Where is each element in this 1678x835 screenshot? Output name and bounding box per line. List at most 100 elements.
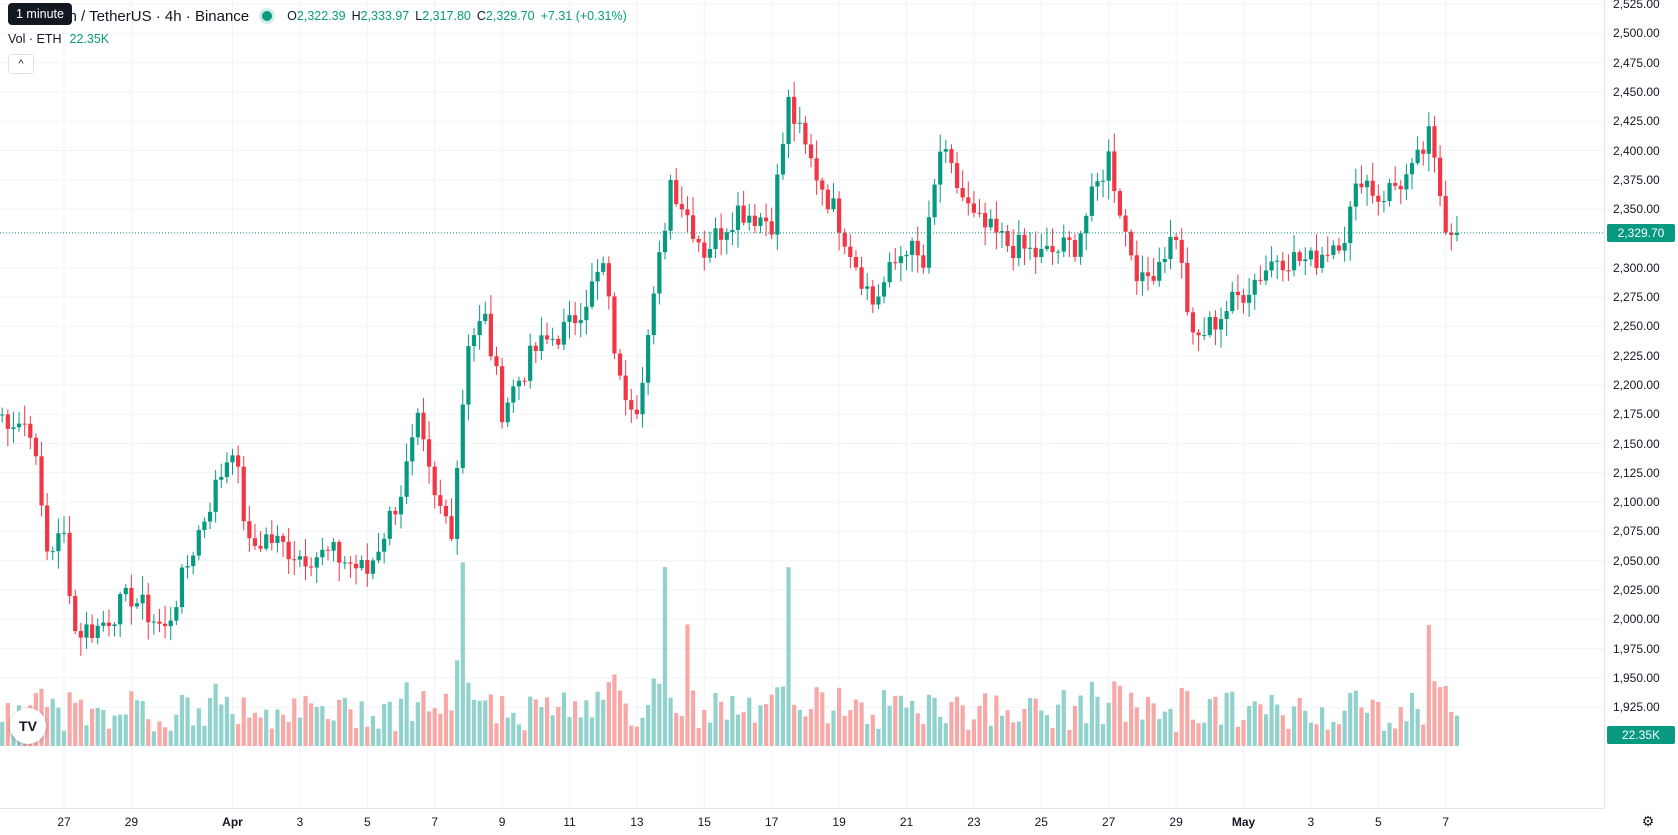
volume-bar bbox=[151, 731, 156, 746]
tradingview-logo-icon[interactable]: TV bbox=[10, 708, 46, 744]
candle-body bbox=[1258, 279, 1263, 281]
volume-bar bbox=[617, 690, 623, 746]
candle-body bbox=[556, 338, 561, 345]
candle-body bbox=[1039, 248, 1044, 258]
market-status-icon[interactable] bbox=[259, 8, 276, 24]
candle-body bbox=[713, 228, 718, 250]
volume-bar bbox=[1207, 698, 1212, 746]
price-tick-label: 1,950.00 bbox=[1613, 670, 1660, 685]
volume-bar bbox=[1376, 701, 1381, 746]
volume-bar bbox=[438, 713, 443, 746]
candle-body bbox=[1303, 259, 1308, 262]
candle-body bbox=[679, 204, 684, 210]
volume-bar bbox=[1454, 715, 1460, 746]
symbol-title[interactable]: um / TetherUS · 4h · Binance bbox=[56, 7, 250, 25]
volume-bar bbox=[1100, 724, 1106, 746]
candle-body bbox=[404, 461, 409, 497]
candle-body bbox=[752, 215, 757, 226]
volume-bar bbox=[1314, 724, 1319, 746]
volume-bar bbox=[662, 567, 668, 746]
volume-bar bbox=[196, 708, 201, 746]
time-tick-label: 3 bbox=[1307, 815, 1315, 829]
candle-body bbox=[904, 254, 909, 257]
candle-body bbox=[825, 189, 830, 210]
candle-body bbox=[1207, 317, 1212, 336]
candle-body bbox=[421, 412, 426, 440]
candle-body bbox=[707, 249, 713, 258]
candle-body bbox=[1353, 183, 1358, 207]
candle-body bbox=[1168, 236, 1173, 260]
candle-body bbox=[1421, 149, 1426, 154]
time-axis[interactable]: 27 29 Apr 3 5 7 9 11 13 15 17 19 21 23 25 27 29 May 3 5 7 bbox=[0, 808, 1604, 835]
price-tick-label: 2,125.00 bbox=[1613, 465, 1660, 480]
candle-body bbox=[258, 545, 263, 549]
candle-body bbox=[780, 144, 786, 175]
volume-bar bbox=[1157, 718, 1162, 746]
interval-tooltip: 1 minute bbox=[8, 3, 72, 25]
candle-body bbox=[1174, 236, 1179, 241]
candle-body bbox=[589, 281, 595, 307]
candle-body bbox=[1134, 255, 1139, 282]
time-tick-label: 15 bbox=[697, 815, 711, 829]
candle-body bbox=[280, 535, 286, 542]
candle-body bbox=[516, 380, 522, 387]
candle-body bbox=[1016, 234, 1021, 259]
volume-bar bbox=[1269, 694, 1274, 746]
price-tick-label: 2,000.00 bbox=[1613, 612, 1660, 627]
candle-body bbox=[853, 256, 859, 268]
candle-body bbox=[376, 551, 381, 561]
volume-bar bbox=[258, 717, 263, 746]
candle-body bbox=[926, 217, 932, 268]
candle-body bbox=[584, 306, 589, 321]
candle-body bbox=[1443, 195, 1448, 233]
candle-body bbox=[202, 521, 207, 531]
candle-body bbox=[118, 594, 123, 625]
volume-bar bbox=[275, 709, 280, 746]
candle-body bbox=[488, 313, 493, 357]
settings-gear-icon[interactable]: ⚙ bbox=[1641, 813, 1655, 829]
time-tick-label: 23 bbox=[967, 815, 981, 829]
volume-bar bbox=[797, 709, 802, 746]
candle-body bbox=[1050, 246, 1055, 253]
candlestick-chart[interactable] bbox=[0, 0, 1604, 808]
symbol-row: um / TetherUS · 4h · Binance O2,322.39 H… bbox=[8, 6, 627, 26]
volume-bar bbox=[584, 700, 589, 746]
candle-body bbox=[1123, 215, 1128, 232]
volume-bar bbox=[146, 719, 151, 746]
candle-body bbox=[191, 555, 196, 567]
price-tick-label: 2,200.00 bbox=[1613, 377, 1660, 392]
candle-body bbox=[275, 535, 280, 543]
volume-bar bbox=[500, 696, 505, 746]
volume-bar bbox=[123, 714, 128, 746]
candle-body bbox=[1033, 247, 1038, 258]
volume-bar bbox=[837, 687, 842, 746]
candle-body bbox=[629, 400, 634, 410]
candle-body bbox=[1325, 254, 1330, 256]
chart-pane[interactable] bbox=[0, 0, 1604, 808]
volume-bar bbox=[949, 701, 954, 746]
volume-bar bbox=[393, 731, 398, 746]
volume-bar bbox=[1241, 720, 1246, 746]
volume-bar bbox=[758, 705, 763, 746]
volume-bar bbox=[646, 705, 651, 746]
price-tick-label: 2,025.00 bbox=[1613, 583, 1660, 597]
candle-body bbox=[95, 625, 100, 639]
volume-bar bbox=[1280, 715, 1285, 746]
volume-bar bbox=[404, 682, 409, 746]
volume-bar bbox=[696, 727, 701, 746]
candle-body bbox=[247, 521, 252, 539]
volume-bar bbox=[1033, 698, 1038, 746]
volume-bar bbox=[337, 699, 342, 746]
volume-bar bbox=[1348, 692, 1353, 746]
price-tick-label: 2,500.00 bbox=[1613, 26, 1660, 41]
candle-body bbox=[724, 232, 729, 240]
volume-bar bbox=[679, 715, 684, 746]
candle-body bbox=[325, 549, 331, 551]
volume-label[interactable]: Vol · ETH bbox=[8, 32, 62, 46]
volume-bar bbox=[219, 704, 224, 746]
volume-bar bbox=[1275, 704, 1280, 746]
volume-bar bbox=[983, 693, 988, 746]
volume-bar bbox=[320, 706, 325, 746]
collapse-legend-button[interactable]: ^ bbox=[8, 54, 34, 74]
price-axis[interactable]: 2,525.00 2,500.00 2,475.00 2,450.00 2,425.00… bbox=[1604, 0, 1678, 808]
